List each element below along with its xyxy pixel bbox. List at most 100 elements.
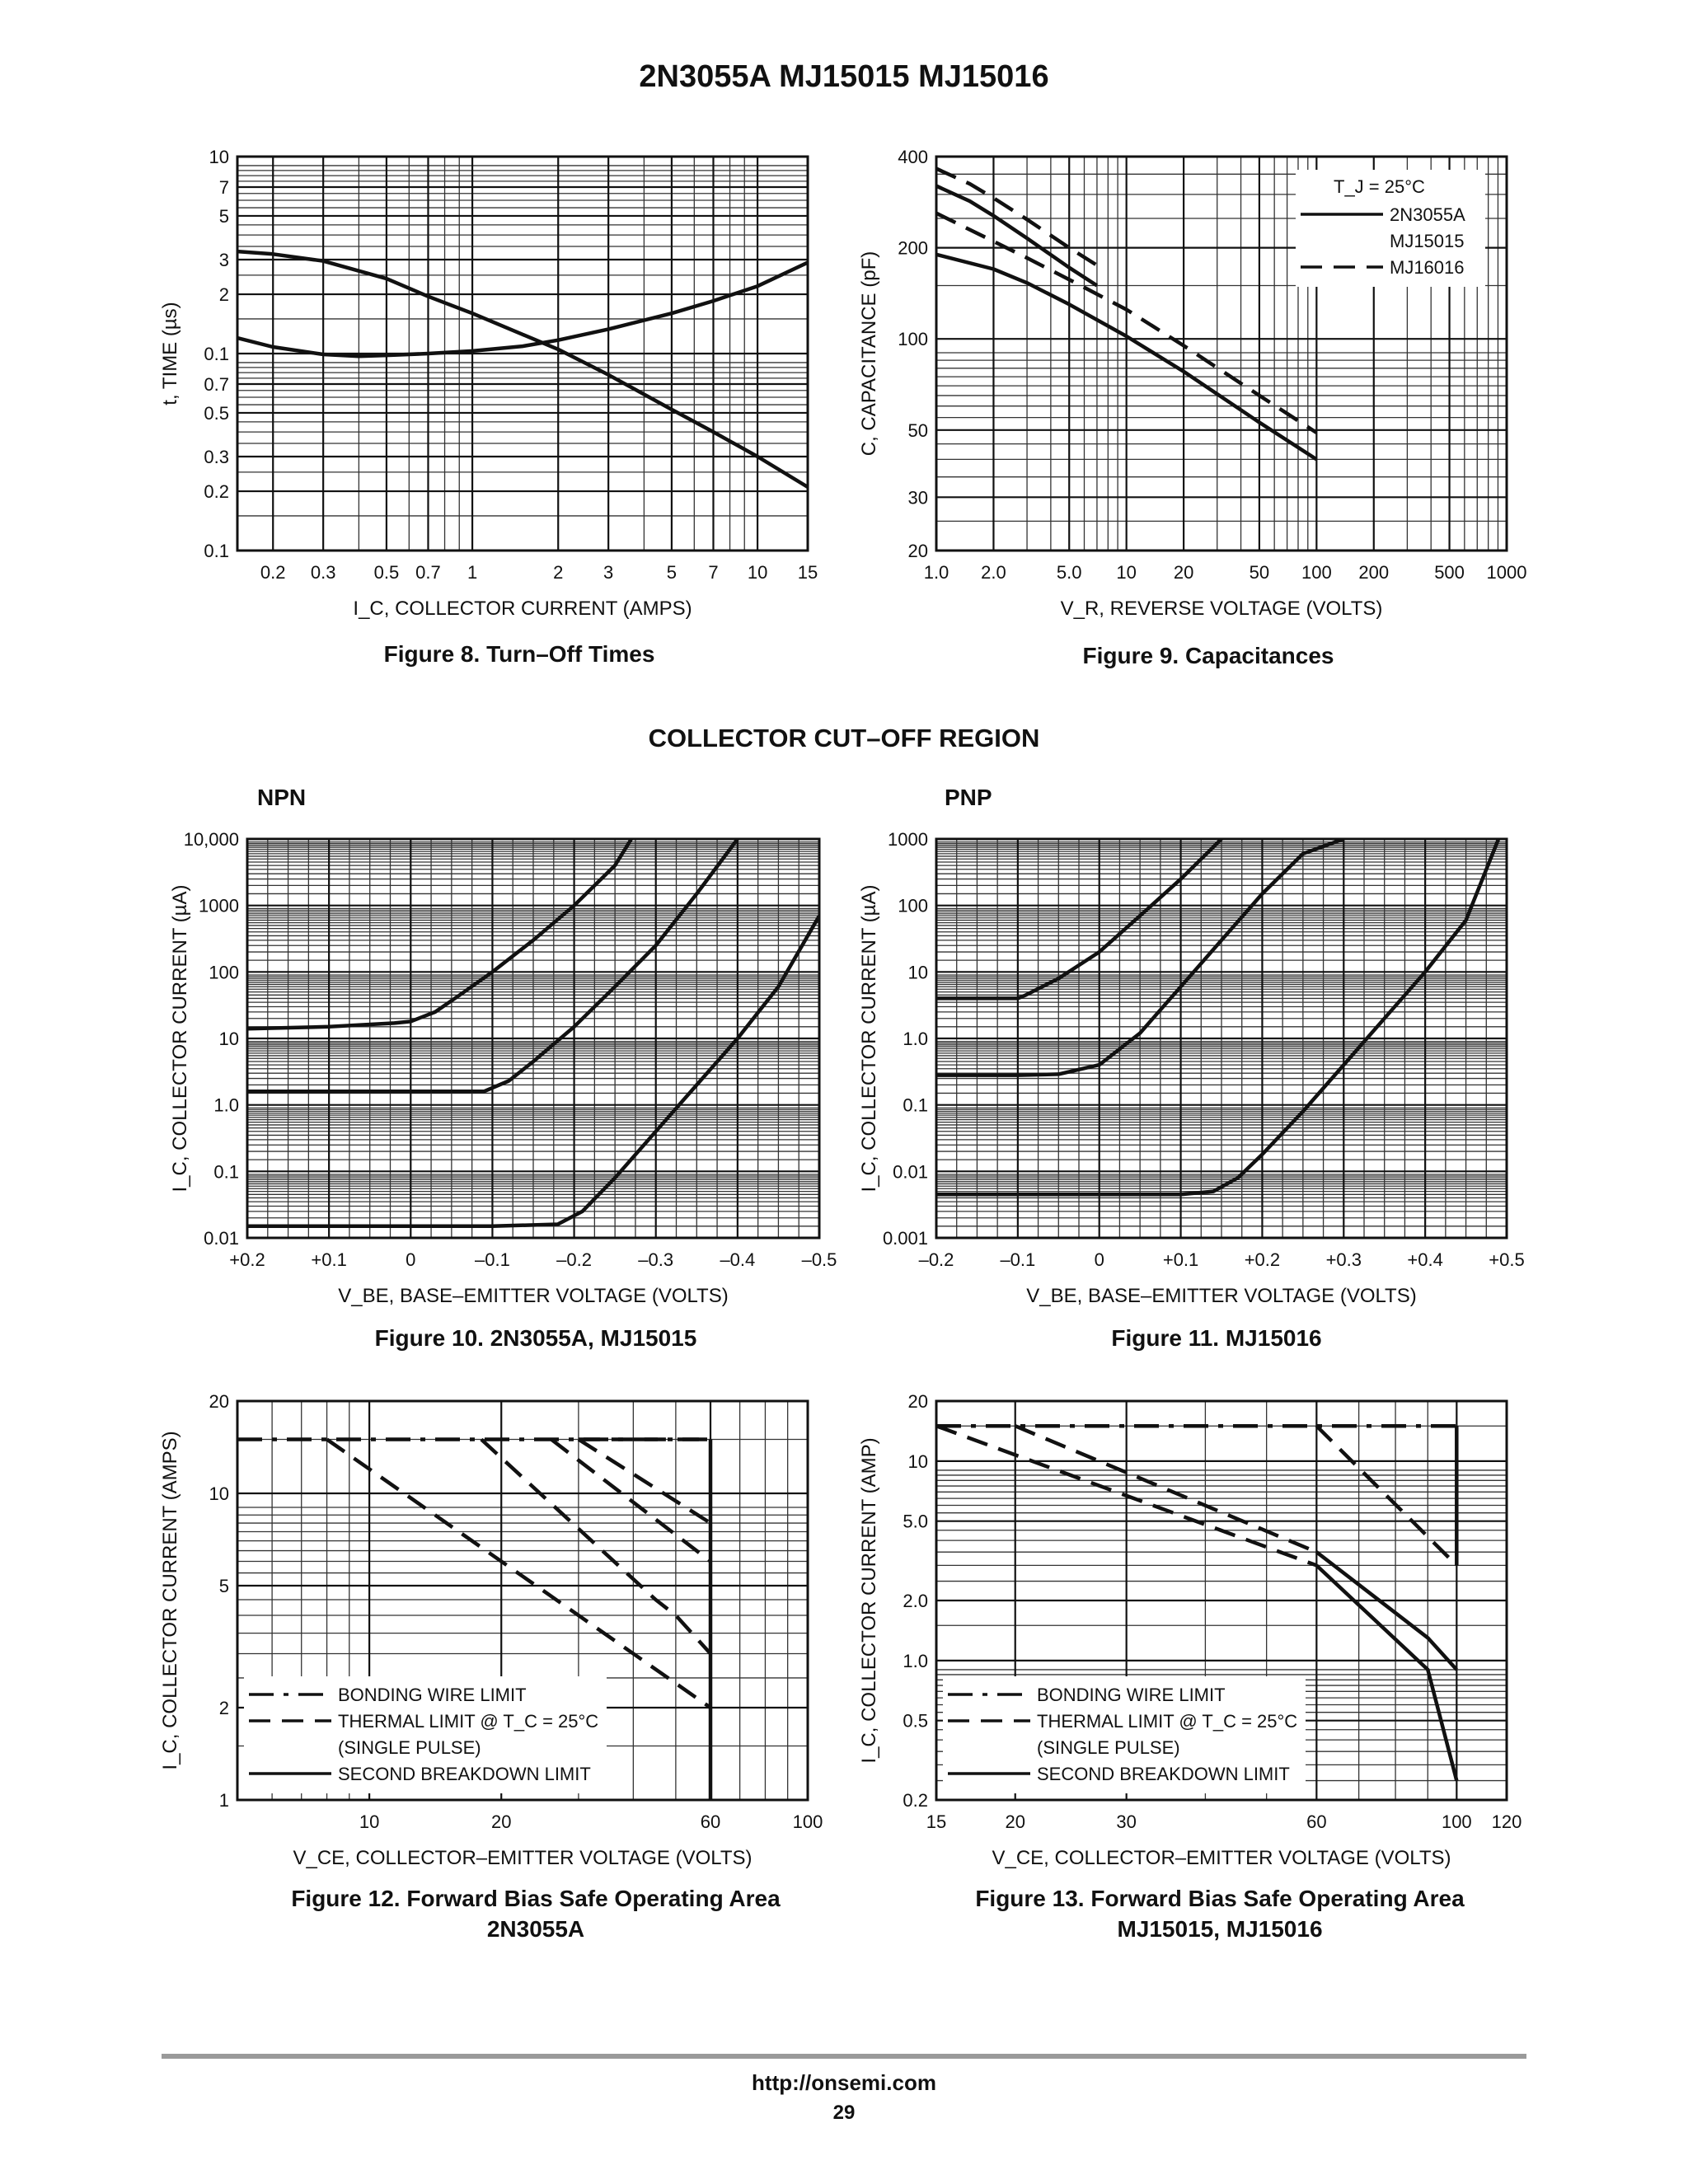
fig10-ytick-label: 0.01 — [204, 1228, 239, 1249]
fig10-grid — [246, 837, 821, 1240]
fig8-ytick-label: 2 — [219, 284, 229, 305]
fig10-ytick-label: 100 — [209, 962, 239, 982]
pnp-label: PNP — [945, 785, 992, 810]
fig11-ylabel: I_C, COLLECTOR CURRENT (µA) — [858, 885, 880, 1193]
fig10-xtick-label: +0.1 — [311, 1249, 346, 1270]
fig10-ytick-label: 10 — [219, 1029, 239, 1049]
fig8-ytick-label: 0.2 — [204, 481, 229, 502]
fig13-xtick-label: 30 — [1116, 1811, 1136, 1832]
fig13-legend-label: BONDING WIRE LIMIT — [1037, 1685, 1226, 1705]
fig8-xtick-label: 15 — [798, 562, 818, 583]
fig11-xtick-label: +0.4 — [1407, 1249, 1442, 1270]
fig12-series-group — [237, 1437, 713, 1800]
fig8-ytick-label: 0.5 — [204, 403, 229, 424]
fig8-xtick-label: 10 — [748, 562, 767, 583]
fig8-ytick-label: 0.1 — [204, 541, 229, 561]
fig12-annotations: 30 µs100 µs1 ms100 msdc — [254, 1409, 313, 1535]
fig13-plot: 15 20 30 60 100 120 0.2 0.5 1.0 2.0 5.0 10 20 V_CE, C… — [858, 1391, 1522, 1869]
fig10-xtick-label: +0.2 — [229, 1249, 265, 1270]
fig8-grid — [237, 155, 809, 552]
fig12-xlabel: V_CE, COLLECTOR–EMITTER VOLTAGE (VOLTS) — [293, 1847, 752, 1869]
fig10-series-group — [247, 839, 819, 1229]
fig12-xtick-label: 10 — [359, 1811, 379, 1832]
fig10-xtick-label: 0 — [406, 1249, 415, 1270]
fig10-ytick-label: 10,000 — [184, 829, 239, 850]
fig8-plot: 0.2 0.3 0.5 0.7 1 2 3 5 7 10 15 0.1 0.2 0.3 0.5 0.7 0.1 2… — [159, 147, 818, 620]
fig13-ytick-label: 0.2 — [903, 1790, 928, 1811]
fig12-plot: 10 20 60 100 1 2 5 10 20 V_CE, COLLECTOR–EMITTER … — [159, 1391, 823, 1869]
fig8-ytick-label: 10 — [209, 147, 229, 167]
fig13-ytick-label: 20 — [908, 1391, 928, 1412]
fig13-xtick-label: 60 — [1306, 1811, 1326, 1832]
fig12-legend-label: SECOND BREAKDOWN LIMIT — [338, 1764, 591, 1784]
fig11-series-2 — [936, 839, 1501, 1197]
figure-10-caption: Figure 10. 2N3055A, MJ15015 — [374, 1325, 697, 1351]
fig12-ylabel: I_C, COLLECTOR CURRENT (AMPS) — [159, 1431, 181, 1769]
figure-9-caption: Figure 9. Capacitances — [1082, 643, 1334, 668]
figure-11-caption: Figure 11. MJ15016 — [1111, 1325, 1322, 1351]
fig12-ytick-label: 1 — [219, 1790, 229, 1811]
fig9-ylabel: C, CAPACITANCE (pF) — [858, 251, 880, 456]
fig12-frame — [236, 1399, 809, 1802]
fig10-frame — [246, 837, 821, 1240]
footer-url: http://onsemi.com — [752, 2070, 936, 2095]
fig8-ytick-label: 0.3 — [204, 447, 229, 467]
fig12-series-4 — [577, 1437, 712, 1525]
fig9-plot: 1.0 2.0 5.0 10 20 50 100 200 500 1000 20 30 50 100 200… — [858, 147, 1526, 620]
fig8-xtick-label: 5 — [667, 562, 677, 583]
fig9-series-2 — [936, 252, 1318, 462]
fig9-legend-bg — [1296, 170, 1485, 287]
fig9-ytick-label: 50 — [908, 420, 928, 441]
fig11-series-0 — [936, 839, 1223, 1001]
figure-12-caption: Figure 12. Forward Bias Safe Operating A… — [291, 1886, 781, 1942]
fig9-ytick-label: 200 — [898, 238, 928, 259]
fig13-series-4 — [1315, 1563, 1459, 1782]
fig9-xtick-label: 5.0 — [1057, 562, 1082, 583]
fig8-series-group — [237, 249, 808, 489]
fig11-ytick-label: 0.01 — [893, 1161, 928, 1182]
fig8-xlabel: I_C, COLLECTOR CURRENT (AMPS) — [353, 598, 692, 620]
footer-page-number: 29 — [832, 2102, 856, 2124]
fig9-xtick-label: 2.0 — [981, 562, 1006, 583]
fig13-legend-label: SECOND BREAKDOWN LIMIT — [1037, 1764, 1290, 1784]
fig10-xlabel: V_BE, BASE–EMITTER VOLTAGE (VOLTS) — [338, 1285, 728, 1307]
fig8-ytick-label: 5 — [219, 206, 229, 227]
fig13-xlabel: V_CE, COLLECTOR–EMITTER VOLTAGE (VOLTS) — [992, 1847, 1451, 1869]
fig9-xtick-label: 200 — [1358, 562, 1389, 583]
fig11-xtick-label: +0.5 — [1489, 1249, 1524, 1270]
fig9-frame — [935, 155, 1508, 552]
fig11-ytick-label: 100 — [898, 896, 928, 916]
fig10-series-0 — [247, 839, 633, 1031]
fig8-ytick-label: 0.7 — [204, 374, 229, 395]
fig11-grid — [935, 837, 1508, 1240]
fig13-series-6 — [1315, 1550, 1458, 1671]
fig13-ytick-label: 1.0 — [903, 1651, 928, 1671]
fig10-xtick-label: –0.4 — [720, 1249, 755, 1270]
fig12-xtick-label: 60 — [701, 1811, 720, 1832]
fig12-series-1 — [326, 1437, 712, 1709]
fig12-ytick-label: 20 — [209, 1391, 229, 1412]
fig11-xtick-label: –0.1 — [1000, 1249, 1035, 1270]
fig13-ytick-label: 2.0 — [903, 1591, 928, 1611]
fig9-legend: T_J = 25°C 2N3055A MJ15015 MJ16016 — [1296, 170, 1485, 287]
fig12-legend-label: BONDING WIRE LIMIT — [338, 1685, 527, 1705]
fig8-xtick-label: 7 — [708, 562, 718, 583]
fig9-xtick-label: 1.0 — [924, 562, 950, 583]
fig10-series-2 — [247, 915, 819, 1229]
fig11-xtick-label: +0.3 — [1326, 1249, 1362, 1270]
fig11-xtick-label: +0.2 — [1245, 1249, 1280, 1270]
fig8-xtick-label: 0.2 — [260, 562, 286, 583]
fig13-series-3 — [936, 1424, 1318, 1568]
fig10-series-1 — [247, 839, 739, 1094]
fig13-ytick-label: 5.0 — [903, 1511, 928, 1532]
fig9-xtick-label: 50 — [1250, 562, 1269, 583]
fig11-plot: –0.2 –0.1 0 +0.1 +0.2 +0.3 +0.4 +0.5 0.001 0.01 0.… — [858, 829, 1525, 1307]
fig9-xtick-label: 20 — [1174, 562, 1193, 583]
fig13-ytick-label: 0.5 — [903, 1711, 928, 1732]
fig9-xtick-label: 100 — [1301, 562, 1332, 583]
fig11-xtick-label: –0.2 — [919, 1249, 954, 1270]
fig8-series-0 — [237, 249, 808, 489]
fig9-legend-label: MJ16016 — [1390, 257, 1465, 278]
fig10-xtick-label: –0.5 — [802, 1249, 837, 1270]
